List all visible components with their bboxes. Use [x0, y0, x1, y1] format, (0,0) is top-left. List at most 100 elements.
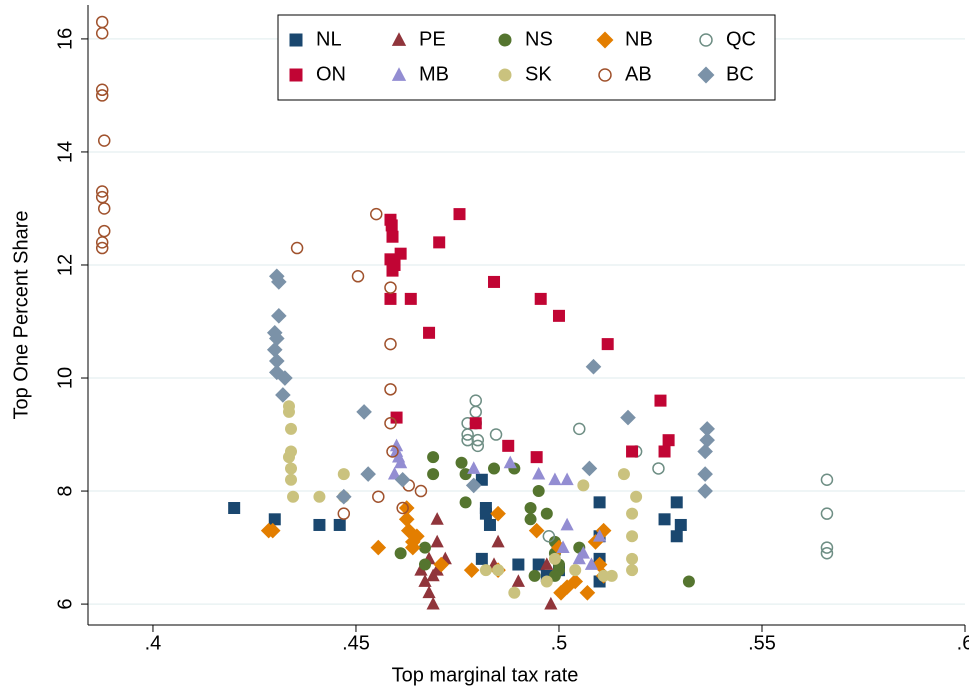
point [569, 564, 582, 577]
point [540, 507, 553, 520]
y-tick-label: 16 [54, 28, 76, 50]
point [524, 502, 537, 515]
point [652, 462, 665, 475]
legend-marker [498, 68, 512, 82]
point [386, 445, 399, 458]
point [356, 404, 372, 420]
y-tick-label: 8 [54, 485, 76, 496]
point [820, 541, 834, 554]
point [396, 501, 409, 515]
legend-label: NL [316, 28, 342, 50]
point [427, 468, 440, 481]
point [658, 445, 671, 458]
point [463, 562, 480, 578]
point [414, 562, 428, 576]
legend-marker [598, 68, 612, 82]
point [277, 370, 293, 386]
point [540, 575, 553, 588]
point [427, 451, 440, 464]
point [820, 546, 834, 560]
point [697, 466, 713, 482]
x-tick-label: .4 [145, 632, 162, 654]
point [351, 270, 365, 283]
point [394, 455, 408, 469]
point [95, 15, 109, 29]
legend-label: BC [726, 63, 754, 85]
point [461, 428, 474, 441]
point [524, 513, 537, 526]
y-axis-title: Top One Percent Share [10, 210, 32, 419]
point [384, 337, 397, 351]
point [556, 540, 570, 553]
point [453, 208, 466, 221]
point [479, 564, 492, 577]
point [471, 433, 485, 447]
point [626, 530, 639, 543]
legend-label: SK [525, 63, 552, 85]
point [577, 479, 590, 492]
point [268, 330, 285, 347]
point [370, 207, 383, 221]
point [469, 405, 482, 419]
point [467, 461, 481, 474]
point [542, 530, 556, 543]
point [617, 468, 630, 481]
point [534, 292, 547, 305]
point [592, 529, 607, 542]
point [699, 421, 715, 437]
legend-marker [391, 67, 407, 81]
point [540, 557, 554, 570]
point [532, 485, 545, 498]
point [266, 341, 283, 358]
point [471, 439, 485, 453]
point [433, 236, 446, 249]
point [670, 530, 683, 543]
point [285, 422, 298, 435]
legend-marker [391, 32, 407, 46]
point [528, 522, 545, 539]
point [418, 574, 432, 587]
point [95, 27, 109, 40]
point [544, 596, 558, 610]
point [626, 552, 639, 565]
point [385, 219, 398, 232]
point [492, 564, 505, 577]
point [483, 518, 496, 531]
point [552, 309, 565, 322]
x-tick-label: .6 [957, 632, 969, 654]
point [820, 507, 834, 520]
point [337, 468, 350, 481]
point [335, 488, 352, 505]
point [282, 451, 295, 464]
point [384, 383, 397, 396]
point [360, 466, 376, 482]
point [97, 134, 111, 147]
point [313, 518, 326, 531]
point [414, 484, 428, 498]
point [820, 473, 834, 486]
point [275, 387, 291, 403]
point [337, 507, 351, 520]
point [384, 281, 397, 294]
point [475, 552, 488, 565]
legend-marker [699, 33, 713, 47]
point [593, 496, 606, 509]
point [430, 562, 444, 576]
point [388, 258, 401, 271]
point [530, 451, 543, 464]
point [430, 512, 444, 525]
point [503, 455, 517, 469]
point [285, 473, 298, 486]
point [658, 513, 671, 526]
point [95, 89, 109, 102]
point [567, 573, 584, 590]
point [508, 586, 521, 599]
point [620, 409, 636, 426]
point [282, 405, 295, 418]
point [459, 496, 472, 509]
point [662, 434, 675, 447]
x-tick-label: .55 [748, 632, 776, 654]
point [268, 513, 281, 526]
point [386, 230, 399, 243]
